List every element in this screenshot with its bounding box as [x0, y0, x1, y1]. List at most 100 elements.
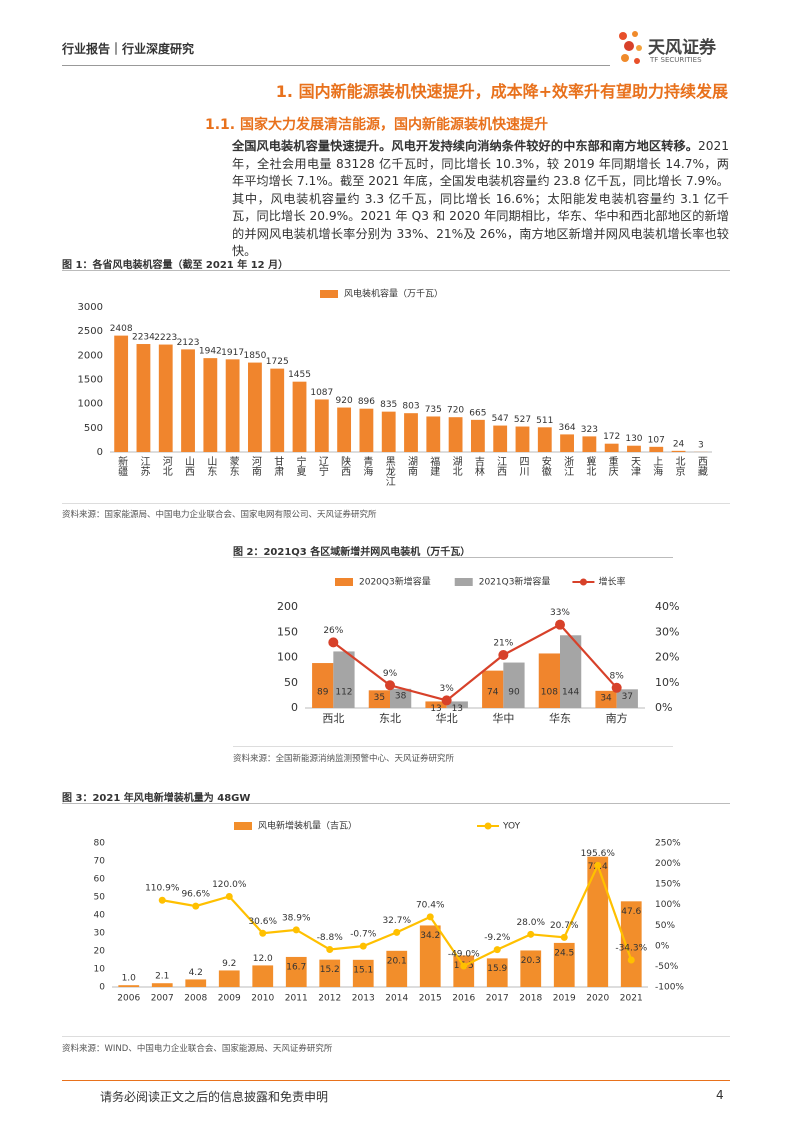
bar — [390, 688, 412, 708]
bar — [482, 670, 504, 708]
line-marker — [158, 896, 166, 904]
legend-label: 风电装机容量（万千瓦） — [344, 288, 443, 300]
legend-swatch — [320, 290, 338, 298]
y-tick-label: 150 — [277, 625, 298, 638]
value-label: 511 — [536, 416, 553, 426]
value-label: 2123 — [177, 338, 200, 348]
value-label: 26% — [323, 626, 343, 636]
legend-label: 增长率 — [598, 576, 625, 588]
bar — [560, 635, 582, 708]
x-tick-label: 宁夏 — [294, 455, 306, 476]
value-label: 1455 — [288, 370, 311, 380]
line-marker — [560, 933, 568, 941]
bar — [312, 663, 334, 708]
value-label: 70.4% — [416, 900, 445, 910]
line-marker — [393, 928, 401, 936]
line-marker — [192, 902, 200, 910]
y-tick-label: 30 — [94, 929, 106, 939]
x-tick-label: 湖北 — [450, 456, 462, 476]
footer-disclaimer: 请务必阅读正文之后的信息披露和免责申明 — [100, 1090, 329, 1104]
bar — [620, 901, 642, 987]
x-tick-label: 重庆 — [606, 455, 618, 477]
value-label: 20.7% — [550, 921, 579, 931]
value-label: 9.2 — [222, 959, 236, 969]
figure-source: 资料来源：WIND、中国电力企业联合会、国家能源局、天风证券研究所 — [62, 1044, 333, 1054]
bar — [486, 958, 508, 987]
value-label: -9.2% — [484, 933, 511, 943]
value-label: 38 — [395, 691, 407, 701]
value-label: 20.1 — [387, 956, 407, 966]
line-marker — [498, 649, 509, 660]
x-tick-label: 2007 — [151, 994, 174, 1004]
value-label: 110.9% — [145, 884, 180, 894]
brand-en: TF SECURITIES — [650, 56, 702, 64]
y-tick-label: 2000 — [78, 350, 103, 361]
x-tick-label: 河北 — [160, 456, 172, 476]
value-label: 364 — [558, 423, 575, 433]
bar — [582, 436, 597, 452]
figure-title: 图 3：2021 年风电新增装机量为 48GW — [62, 793, 251, 804]
value-label: 2234 — [132, 333, 155, 343]
bar — [493, 425, 508, 452]
x-tick-label: 华北 — [436, 711, 458, 725]
value-label: 835 — [380, 400, 397, 410]
line-marker — [225, 892, 233, 900]
bar — [426, 416, 441, 452]
bar — [425, 701, 447, 708]
x-tick-label: 上海 — [651, 456, 663, 477]
line-marker — [426, 913, 434, 921]
x-tick-label: 山东 — [205, 456, 217, 476]
x-tick-label: 南方 — [606, 711, 628, 725]
footer-rule — [62, 1080, 730, 1081]
legend-swatch — [335, 578, 353, 586]
x-tick-label: 新疆 — [116, 455, 128, 477]
x-tick-label: 湖南 — [406, 456, 418, 476]
value-label: 665 — [469, 408, 486, 418]
figure-title: 图 2：2021Q3 各区域新增并网风电装机（万千瓦） — [233, 547, 471, 558]
x-tick-label: 山西 — [183, 456, 195, 476]
line-marker — [292, 926, 300, 934]
value-label: 8% — [610, 671, 625, 681]
rule — [62, 803, 730, 804]
bar — [671, 450, 686, 452]
bar — [538, 653, 560, 708]
x-tick-label: 2011 — [285, 994, 308, 1004]
legend-label: 2021Q3新增容量 — [479, 576, 551, 588]
bar — [158, 344, 173, 452]
x-tick-label: 河南 — [249, 456, 261, 476]
header-title: 行业报告｜行业深度研究 — [62, 42, 195, 56]
bar — [292, 381, 307, 452]
y-tick-label: 50 — [284, 676, 298, 689]
bar — [595, 690, 617, 708]
value-label: 112 — [335, 688, 352, 698]
legend-swatch — [579, 578, 587, 586]
bar — [352, 959, 374, 987]
x-tick-label: 2018 — [519, 994, 542, 1004]
x-tick-label: 安徽 — [539, 455, 551, 477]
value-label: 34 — [600, 693, 612, 703]
y-tick-label: 1000 — [78, 399, 103, 410]
page-number: 4 — [716, 1088, 724, 1102]
x-tick-label: 江苏 — [138, 456, 150, 477]
line-marker — [441, 695, 452, 706]
value-label: 144 — [562, 688, 579, 698]
bar — [553, 942, 575, 987]
rule — [233, 557, 673, 558]
y2-tick-label: 50% — [655, 921, 675, 931]
y2-tick-label: -50% — [655, 962, 679, 972]
value-label: 2408 — [110, 324, 133, 334]
bar — [151, 983, 173, 987]
value-label: 2.1 — [155, 972, 169, 982]
x-tick-label: 2009 — [218, 994, 241, 1004]
bar — [218, 970, 240, 987]
bar — [649, 446, 664, 452]
bar — [181, 349, 195, 452]
value-label: 920 — [336, 396, 353, 406]
bar — [515, 426, 530, 452]
x-tick-label: 四川 — [517, 456, 529, 476]
line-marker — [385, 680, 395, 691]
x-tick-label: 东北 — [379, 712, 401, 725]
bar — [114, 335, 129, 452]
y-tick-label: 60 — [94, 875, 106, 885]
value-label: 3% — [440, 684, 455, 694]
